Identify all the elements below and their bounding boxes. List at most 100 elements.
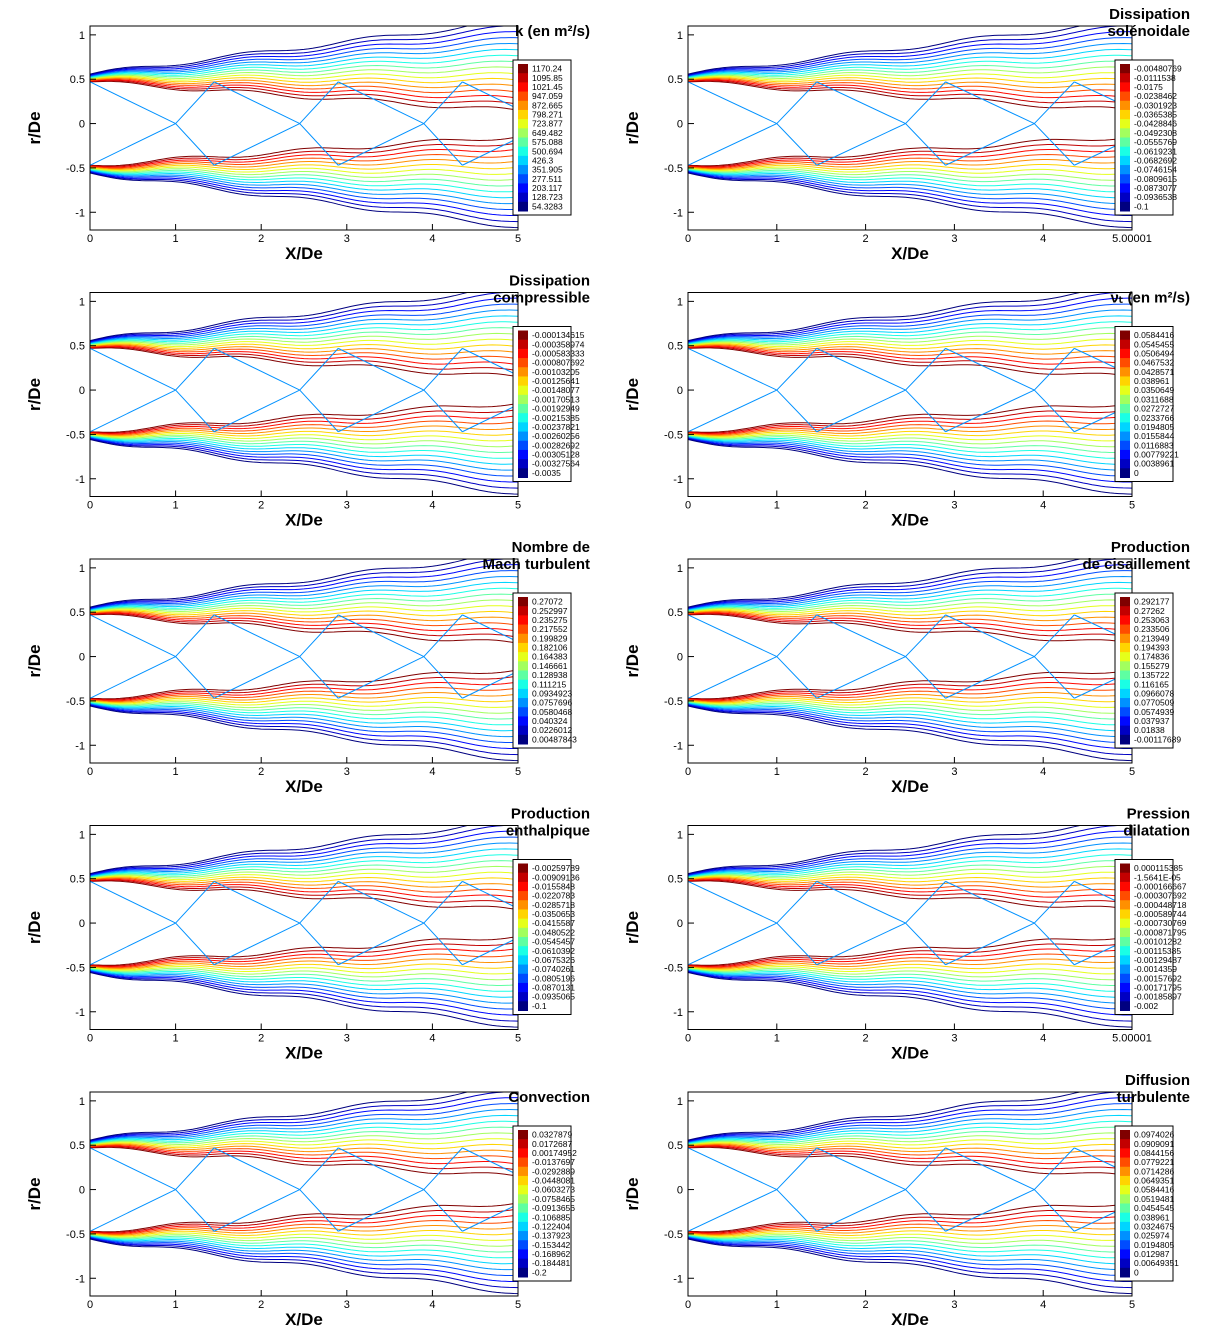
contour-line <box>688 169 1132 193</box>
contour-line <box>90 967 518 981</box>
colorbar-swatch <box>1120 165 1130 175</box>
colorbar-swatch <box>518 82 528 93</box>
contour-line <box>90 1202 518 1233</box>
y-tick-label: 0 <box>79 119 85 131</box>
contour-line <box>688 879 1132 905</box>
contour-line <box>90 1146 518 1171</box>
contour-line <box>688 611 1132 627</box>
x-tick-label: 1 <box>173 766 179 778</box>
colorbar-swatch <box>1120 91 1130 102</box>
colorbar-label: 203.117 <box>532 183 562 193</box>
colorbar-swatch <box>1120 679 1130 690</box>
colorbar-swatch <box>1120 449 1130 460</box>
contour-line <box>688 420 1132 436</box>
contour-line <box>90 609 518 617</box>
colorbar-swatch <box>518 1258 528 1269</box>
colorbar-label: 0.0909091 <box>1134 1139 1174 1149</box>
contour-line <box>688 878 1132 893</box>
colorbar-label: 0.00487843 <box>532 734 577 744</box>
colorbar-swatch <box>518 863 528 874</box>
x-tick-label: 4 <box>1040 500 1046 512</box>
x-tick-label: 5 <box>515 233 521 245</box>
colorbar-swatch <box>518 431 528 442</box>
colorbar-swatch <box>1120 100 1130 111</box>
y-tick-label: 0 <box>79 652 85 664</box>
colorbar-swatch <box>1120 137 1130 148</box>
contour-line <box>90 1234 518 1247</box>
contour-line <box>90 172 518 223</box>
colorbar-swatch <box>1120 725 1130 736</box>
contour-line <box>688 136 1132 167</box>
colorbar-swatch <box>1120 404 1130 414</box>
contour-line <box>688 1219 1132 1235</box>
contour-line <box>688 60 1132 79</box>
colorbar-swatch <box>1120 1240 1130 1250</box>
y-tick-label: 0 <box>79 1185 85 1197</box>
colorbar-label: 0 <box>1134 1267 1139 1277</box>
contour-line <box>90 80 518 105</box>
contour-line <box>90 1138 518 1147</box>
contour-line <box>688 438 1132 489</box>
contour-line <box>90 681 518 701</box>
colorbar-swatch <box>518 872 528 883</box>
colorbar-label: -0.00171795 <box>1134 983 1182 993</box>
y-tick-label: 1 <box>79 30 85 42</box>
contour-line <box>688 1097 1132 1142</box>
contour-line <box>688 1202 1132 1233</box>
contour-line <box>90 953 518 969</box>
contour-line <box>1074 1147 1132 1232</box>
contour-line <box>688 48 1132 78</box>
panel: 0 1 2 3 4 510.50-0.5-1X/Der/De-0.00259789-0.0… <box>25 806 590 1063</box>
contour-line <box>1074 880 1132 966</box>
colorbar-swatch <box>1120 1001 1130 1011</box>
colorbar-swatch <box>1120 468 1130 478</box>
colorbar-swatch <box>518 734 528 745</box>
y-tick-label: -0.5 <box>664 163 683 175</box>
colorbar-swatch <box>518 900 528 910</box>
colorbar-label: -0.0137697 <box>532 1157 575 1167</box>
contour-line <box>688 880 1132 911</box>
y-tick-label: -1 <box>673 1273 683 1285</box>
contour-line <box>688 81 818 166</box>
contour-line <box>688 1138 1132 1147</box>
colorbar-label: 128.723 <box>532 192 563 202</box>
y-axis-label: r/De <box>623 1177 642 1210</box>
contour-line <box>1074 347 1132 433</box>
y-tick-label: -0.5 <box>664 1229 683 1241</box>
colorbar-label: 649.482 <box>532 128 563 138</box>
colorbar-swatch <box>1120 1194 1130 1204</box>
x-tick-label: 1 <box>774 766 780 778</box>
contour-line <box>90 612 518 632</box>
x-axis-label: X/De <box>285 244 323 263</box>
contour-line <box>213 614 339 699</box>
colorbar-label: 0.116165 <box>1134 679 1169 689</box>
colorbar-label: 0.037937 <box>1134 716 1170 726</box>
contour-line <box>90 880 518 911</box>
colorbar-swatch <box>1120 64 1130 74</box>
x-axis-label: X/De <box>285 1310 323 1329</box>
contour-line <box>688 402 1132 433</box>
contour-line <box>90 1097 518 1142</box>
colorbar-label: 54.3283 <box>532 201 563 211</box>
contour-line <box>90 599 518 613</box>
contour-line <box>90 854 518 878</box>
colorbar-label: 0.01838 <box>1134 725 1165 735</box>
colorbar-label: -0.00480769 <box>1134 64 1182 74</box>
y-tick-label: 1 <box>677 563 683 575</box>
colorbar-label: 0.0350649 <box>1134 385 1174 395</box>
colorbar-label: 0.0649351 <box>1134 1176 1174 1186</box>
colorbar-label: -0.00305128 <box>532 450 580 460</box>
colorbar-swatch <box>1120 348 1130 359</box>
colorbar-label: -0.0365385 <box>1134 110 1177 120</box>
colorbar-label: 0.0467532 <box>1134 358 1174 368</box>
colorbar-swatch <box>1120 376 1130 387</box>
y-tick-label: -0.5 <box>66 962 85 974</box>
contour-line <box>90 437 518 477</box>
colorbar-label: 0.0428571 <box>1134 367 1174 377</box>
contour-line <box>688 966 1132 975</box>
contour-line <box>945 614 1075 699</box>
colorbar-label: -0.00101282 <box>1134 937 1182 947</box>
contour-line <box>688 436 1132 471</box>
contour-line <box>688 593 1132 612</box>
contour-line <box>688 705 1132 756</box>
